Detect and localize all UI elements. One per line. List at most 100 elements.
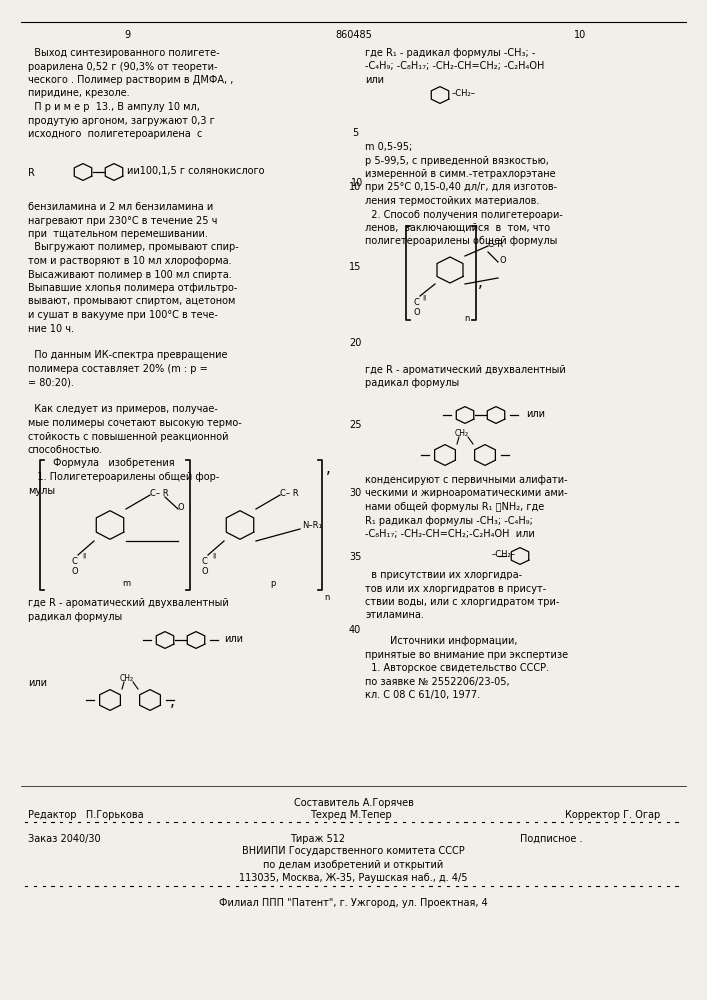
Text: принятые во внимание при экспертизе: принятые во внимание при экспертизе bbox=[365, 650, 568, 660]
Text: или: или bbox=[224, 634, 243, 644]
Text: 9: 9 bbox=[124, 30, 130, 40]
Text: нами общей формулы R₁ NH₂, где: нами общей формулы R₁ NH₂, где bbox=[365, 502, 544, 512]
Text: R: R bbox=[28, 168, 35, 178]
Text: пиридине, крезоле.: пиридине, крезоле. bbox=[28, 89, 129, 99]
Text: Формула   изобретения: Формула изобретения bbox=[28, 458, 175, 468]
Text: Заказ 2040/30: Заказ 2040/30 bbox=[28, 834, 100, 844]
Text: измеренной в симм.-тетрахлорэтане: измеренной в симм.-тетрахлорэтане bbox=[365, 169, 556, 179]
Text: ческими и жирноароматическими ами-: ческими и жирноароматическими ами- bbox=[365, 488, 568, 498]
Text: По данным ИК-спектра превращение: По данным ИК-спектра превращение bbox=[28, 351, 228, 360]
Text: ,: , bbox=[170, 694, 175, 709]
Text: –CH₂–: –CH₂– bbox=[452, 89, 476, 98]
Text: 35: 35 bbox=[349, 552, 361, 562]
Text: = 80:20).: = 80:20). bbox=[28, 377, 74, 387]
Text: –CH₂–: –CH₂– bbox=[492, 550, 516, 559]
Text: продутую аргоном, загружают 0,3 г: продутую аргоном, загружают 0,3 г bbox=[28, 115, 215, 125]
Text: полимера составляет 20% (m : р =: полимера составляет 20% (m : р = bbox=[28, 364, 208, 374]
Text: полигетероарилены общей формулы: полигетероарилены общей формулы bbox=[365, 236, 557, 246]
Text: бензиламина и 2 мл бензиламина и: бензиламина и 2 мл бензиламина и bbox=[28, 202, 214, 212]
Text: конденсируют с первичными алифати-: конденсируют с первичными алифати- bbox=[365, 475, 568, 485]
Text: вывают, промывают спиртом, ацетоном: вывают, промывают спиртом, ацетоном bbox=[28, 296, 235, 306]
Text: или: или bbox=[365, 75, 384, 85]
Text: R₁ радикал формулы -CH₃; -C₄H₉;: R₁ радикал формулы -CH₃; -C₄H₉; bbox=[365, 516, 533, 526]
Text: мые полимеры сочетают высокую термо-: мые полимеры сочетают высокую термо- bbox=[28, 418, 242, 428]
Text: ||: || bbox=[422, 294, 426, 300]
Text: ления термостойких материалов.: ления термостойких материалов. bbox=[365, 196, 539, 206]
Text: ствии воды, или с хлоргидратом три-: ствии воды, или с хлоргидратом три- bbox=[365, 597, 559, 607]
Text: CH₂: CH₂ bbox=[120, 674, 134, 683]
Text: ВНИИПИ Государственного комитета СССР: ВНИИПИ Государственного комитета СССР bbox=[242, 846, 464, 856]
Text: Техред М.Тепер: Техред М.Тепер bbox=[310, 810, 392, 820]
Text: 860485: 860485 bbox=[335, 30, 372, 40]
Text: том и растворяют в 10 мл хлороформа.: том и растворяют в 10 мл хлороформа. bbox=[28, 256, 232, 266]
Text: O: O bbox=[72, 567, 78, 576]
Text: Как следует из примеров, получае-: Как следует из примеров, получае- bbox=[28, 404, 218, 414]
Text: ||: || bbox=[82, 553, 86, 558]
Text: способностью.: способностью. bbox=[28, 445, 103, 455]
Text: ии100,1,5 г солянокислого: ии100,1,5 г солянокислого bbox=[127, 166, 264, 176]
Text: радикал формулы: радикал формулы bbox=[28, 611, 122, 621]
Text: n: n bbox=[464, 314, 469, 323]
Text: П р и м е р  13., В ампулу 10 мл,: П р и м е р 13., В ампулу 10 мл, bbox=[28, 102, 200, 112]
Text: или: или bbox=[526, 409, 545, 419]
Text: 10: 10 bbox=[349, 182, 361, 192]
Text: Подписное .: Подписное . bbox=[520, 834, 583, 844]
Text: 30: 30 bbox=[349, 488, 361, 498]
Text: Тираж 512: Тираж 512 bbox=[290, 834, 345, 844]
Text: при  тщательном перемешивании.: при тщательном перемешивании. bbox=[28, 229, 208, 239]
Text: и сушат в вакууме при 100°С в тече-: и сушат в вакууме при 100°С в тече- bbox=[28, 310, 218, 320]
Text: Филиал ППП "Патент", г. Ужгород, ул. Проектная, 4: Филиал ППП "Патент", г. Ужгород, ул. Про… bbox=[219, 898, 488, 908]
Text: 113035, Москва, Ж-35, Раушская наб., д. 4/5: 113035, Москва, Ж-35, Раушская наб., д. … bbox=[239, 873, 467, 883]
Text: радикал формулы: радикал формулы bbox=[365, 378, 460, 388]
Text: в присутствии их хлоргидра-: в присутствии их хлоргидра- bbox=[365, 570, 522, 580]
Text: где R₁ - радикал формулы -CH₃; -: где R₁ - радикал формулы -CH₃; - bbox=[365, 48, 535, 58]
Text: -C₄H₉; -C₈H₁₇; -CH₂-CH=CH₂; -C₂H₄OH: -C₄H₉; -C₈H₁₇; -CH₂-CH=CH₂; -C₂H₄OH bbox=[365, 62, 544, 72]
Text: C– R: C– R bbox=[280, 489, 298, 498]
Text: ,: , bbox=[326, 461, 331, 476]
Text: по заявке № 2552206/23-05,: по заявке № 2552206/23-05, bbox=[365, 676, 510, 686]
Text: кл. С 08 С 61/10, 1977.: кл. С 08 С 61/10, 1977. bbox=[365, 690, 480, 700]
Text: Высаживают полимер в 100 мл спирта.: Высаживают полимер в 100 мл спирта. bbox=[28, 269, 232, 279]
Text: CH₂: CH₂ bbox=[455, 429, 469, 438]
Text: тов или их хлоргидратов в присут-: тов или их хлоргидратов в присут- bbox=[365, 584, 547, 593]
Text: 2. Способ получения полигетероари-: 2. Способ получения полигетероари- bbox=[365, 210, 563, 220]
Text: исходного  полигетероарилена  с: исходного полигетероарилена с bbox=[28, 129, 202, 139]
Text: Источники информации,: Источники информации, bbox=[365, 636, 518, 646]
Text: 10: 10 bbox=[351, 178, 363, 188]
Text: Выход синтезированного полигете-: Выход синтезированного полигете- bbox=[28, 48, 220, 58]
Text: C: C bbox=[414, 298, 420, 307]
Text: 1. Авторское свидетельство СССР.: 1. Авторское свидетельство СССР. bbox=[365, 663, 549, 673]
Text: Редактор   П.Горькова: Редактор П.Горькова bbox=[28, 810, 144, 820]
Text: ние 10 ч.: ние 10 ч. bbox=[28, 324, 74, 334]
Text: m 0,5-95;: m 0,5-95; bbox=[365, 142, 412, 152]
Text: p: p bbox=[270, 579, 275, 588]
Text: 15: 15 bbox=[349, 262, 361, 272]
Text: мулы: мулы bbox=[28, 486, 55, 495]
Text: Корректор Г. Огар: Корректор Г. Огар bbox=[565, 810, 660, 820]
Text: -C₈H₁₇; -CH₂-CH=CH₂;-C₂H₄OH  или: -C₈H₁₇; -CH₂-CH=CH₂;-C₂H₄OH или bbox=[365, 529, 534, 539]
Text: m: m bbox=[122, 579, 130, 588]
Text: 1. Полигетероарилены общей фор-: 1. Полигетероарилены общей фор- bbox=[28, 472, 219, 482]
Text: C: C bbox=[202, 557, 208, 566]
Text: по делам изобретений и открытий: по делам изобретений и открытий bbox=[263, 859, 443, 869]
Text: n: n bbox=[324, 593, 329, 602]
Text: при 25°С 0,15-0,40 дл/г, для изготов-: при 25°С 0,15-0,40 дл/г, для изготов- bbox=[365, 182, 557, 192]
Text: ленов,  заключающийся  в  том, что: ленов, заключающийся в том, что bbox=[365, 223, 550, 233]
Text: 25: 25 bbox=[349, 420, 361, 430]
Text: ческого . Полимер растворим в ДМФА, ,: ческого . Полимер растворим в ДМФА, , bbox=[28, 75, 233, 85]
Text: где R - ароматический двухвалентный: где R - ароматический двухвалентный bbox=[365, 365, 566, 375]
Text: стойкость с повышенной реакционной: стойкость с повышенной реакционной bbox=[28, 432, 228, 442]
Text: 10: 10 bbox=[573, 30, 586, 40]
Text: или: или bbox=[28, 678, 47, 688]
Text: этиламина.: этиламина. bbox=[365, 610, 424, 620]
Text: O: O bbox=[178, 503, 185, 512]
Text: ,: , bbox=[478, 275, 483, 290]
Text: р 5-99,5, с приведенной вязкостью,: р 5-99,5, с приведенной вязкостью, bbox=[365, 155, 549, 165]
Text: 20: 20 bbox=[349, 338, 361, 348]
Text: C: C bbox=[72, 557, 78, 566]
Text: C–R: C–R bbox=[488, 240, 504, 249]
Text: Составитель А.Горячев: Составитель А.Горячев bbox=[293, 798, 414, 808]
Text: 40: 40 bbox=[349, 625, 361, 635]
Text: Выпавшие хлопья полимера отфильтро-: Выпавшие хлопья полимера отфильтро- bbox=[28, 283, 238, 293]
Text: C– R: C– R bbox=[150, 489, 169, 498]
